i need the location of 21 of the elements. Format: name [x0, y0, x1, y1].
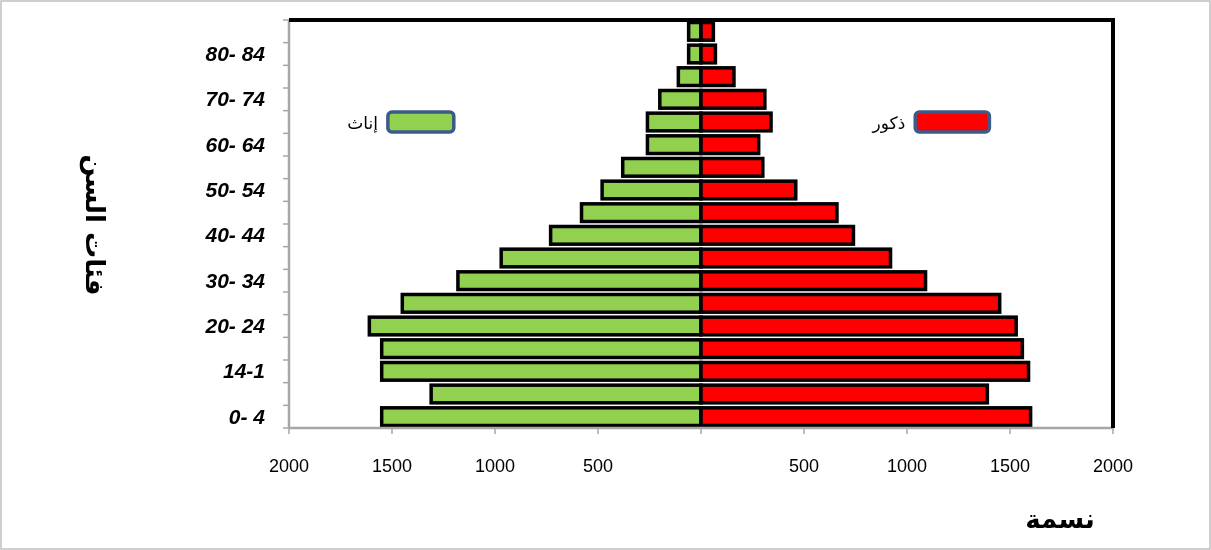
- x-tick-label: 500: [788, 456, 820, 476]
- x-tick-label: 2000: [1092, 456, 1134, 476]
- y-tick-label: 80- 84: [205, 42, 266, 65]
- legend-label: ذكور: [871, 113, 906, 133]
- y-tick-label: 14-1: [222, 359, 265, 383]
- x-tick-label: 1000: [474, 456, 516, 476]
- x-tick-label: 1000: [886, 456, 928, 476]
- y-axis-title: فئات السن: [79, 154, 110, 296]
- y-tick-label: 50- 54: [205, 178, 266, 201]
- y-tick-label: 0- 4: [228, 404, 266, 428]
- y-tick-label: 40- 44: [204, 223, 266, 247]
- y-tick-label: 70- 74: [205, 87, 266, 111]
- y-tick-label: 20- 24: [204, 314, 266, 337]
- y-tick-label: 60- 64: [205, 132, 266, 156]
- x-axis-title: نسمة: [1025, 504, 1095, 534]
- y-tick-label: 30- 34: [205, 268, 266, 292]
- x-tick-label: 2000: [268, 456, 310, 476]
- legend-label: إناث: [347, 113, 378, 133]
- x-tick-label: 500: [582, 456, 614, 476]
- x-tick-label: 1500: [371, 456, 413, 476]
- x-tick-label: 1500: [989, 456, 1031, 476]
